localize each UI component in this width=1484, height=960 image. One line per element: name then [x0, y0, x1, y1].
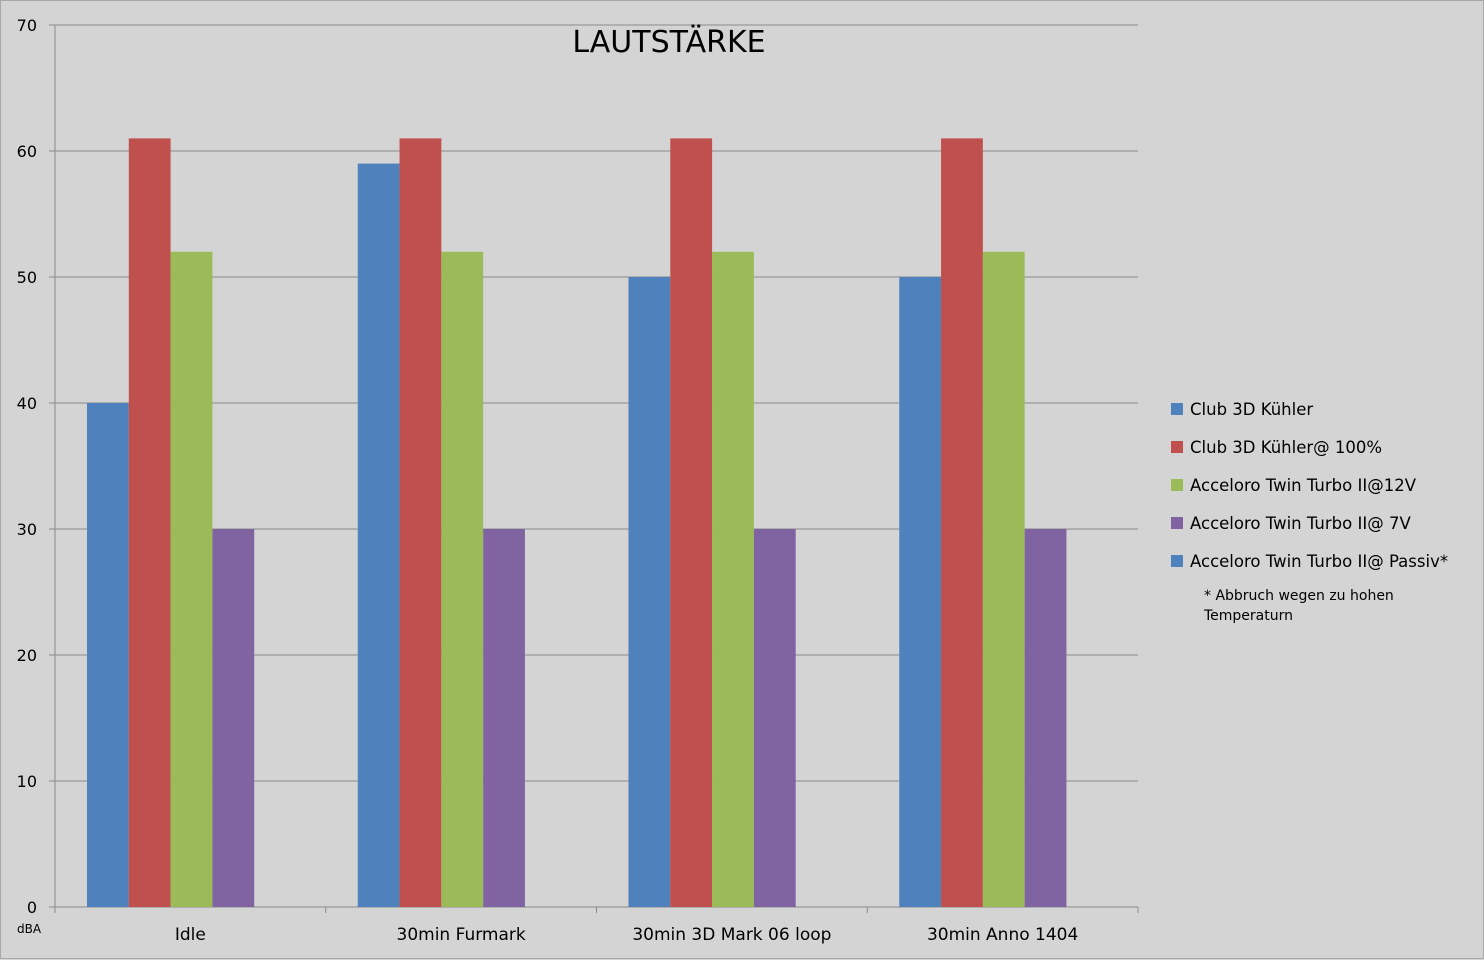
legend-item: Club 3D Kühler: [1171, 390, 1454, 428]
bar: [941, 138, 983, 907]
y-tick-label: 60: [17, 142, 37, 161]
bar: [670, 138, 713, 907]
y-tick-label: 50: [17, 268, 37, 287]
y-tick-label: 70: [17, 16, 37, 35]
bar: [753, 529, 796, 907]
bar: [128, 138, 171, 907]
y-axis-label: dBA: [17, 922, 42, 936]
legend-item: Acceloro Twin Turbo II@12V: [1171, 466, 1454, 504]
legend-item: Acceloro Twin Turbo II@ 7V: [1171, 504, 1454, 542]
bar: [170, 251, 213, 908]
legend-label: Club 3D Kühler@ 100%: [1190, 437, 1383, 457]
bar: [357, 163, 400, 908]
legend-swatch: [1171, 479, 1183, 491]
y-tick-label: 40: [17, 394, 37, 413]
legend-label: Acceloro Twin Turbo II@12V: [1190, 475, 1417, 495]
bar: [712, 251, 754, 908]
bar: [1024, 529, 1067, 907]
chart-title: LAUTSTÄRKE: [572, 25, 766, 60]
legend-footnote: * Abbruch wegen zu hohen Temperaturn: [1204, 588, 1394, 624]
legend-swatch: [1171, 441, 1183, 453]
bar: [483, 529, 525, 907]
y-tick-label: 0: [27, 898, 37, 917]
x-tick-label: 30min Anno 1404: [927, 925, 1078, 945]
chart-legend: Club 3D Kühler Club 3D Kühler@ 100% Accelo…: [1171, 390, 1454, 626]
bar: [441, 251, 484, 908]
legend-label: Club 3D Kühler: [1190, 399, 1314, 419]
bar: [899, 277, 942, 907]
y-tick-label: 30: [17, 520, 37, 539]
y-tick-label: 10: [17, 772, 37, 791]
legend-swatch: [1171, 403, 1183, 415]
legend-label: Acceloro Twin Turbo II@ Passiv*: [1190, 551, 1449, 571]
y-tick-label: 20: [17, 646, 37, 665]
legend-label: Acceloro Twin Turbo II@ 7V: [1190, 513, 1411, 533]
bar: [628, 277, 671, 907]
legend-swatch: [1171, 555, 1183, 567]
bar: [399, 138, 442, 907]
legend-item: Acceloro Twin Turbo II@ Passiv*: [1171, 542, 1454, 580]
legend-swatch: [1171, 517, 1183, 529]
x-tick-label: 30min Furmark: [397, 925, 526, 945]
bar: [982, 251, 1025, 908]
x-tick-label: 30min 3D Mark 06 loop: [632, 925, 831, 945]
bar: [87, 403, 129, 907]
bar: [212, 529, 255, 907]
x-tick-label: Idle: [175, 925, 206, 945]
legend-item: Club 3D Kühler@ 100%: [1171, 428, 1454, 466]
